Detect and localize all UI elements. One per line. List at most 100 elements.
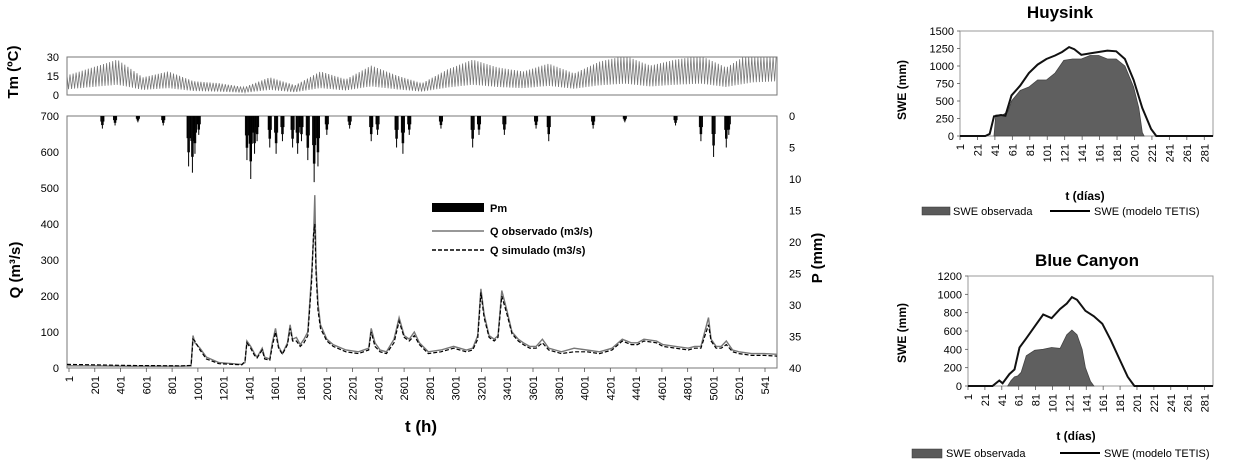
- huysink-ylabel: SWE (mm): [895, 60, 909, 120]
- discharge-xtick-label: 601: [141, 376, 153, 394]
- bluecanyon-ytick-label: 800: [944, 308, 962, 320]
- discharge-ytick-label: 500: [41, 183, 59, 195]
- huysink-swe-observed-area: [993, 55, 1145, 137]
- legend-label-qsim: Q simulado (m3/s): [490, 245, 586, 257]
- bluecanyon-legend-swatch-obs: [911, 448, 943, 459]
- discharge-ytick-label: 100: [41, 327, 59, 339]
- temperature-ylabel: Tm (ºC): [5, 46, 22, 99]
- bluecanyon-plot-frame: [967, 275, 1214, 387]
- temperature-ytick-label: 30: [47, 52, 59, 64]
- precipitation-ytick-label: 0: [789, 111, 795, 123]
- discharge-xtick-label: 2601: [399, 376, 411, 400]
- precipitation-ylabel: P (mm): [809, 233, 826, 284]
- q-simulated-line: [66, 223, 778, 367]
- huysink-xtick-label: 181: [1112, 144, 1124, 162]
- bluecanyon-xtick-label: 41: [997, 394, 1009, 406]
- discharge-xtick-label: 3001: [451, 376, 463, 400]
- huysink-ytick-label: 250: [936, 114, 954, 126]
- precipitation-ytick-label: 35: [789, 332, 801, 344]
- discharge-xtick-label: 201: [90, 376, 102, 394]
- bluecanyon-legend-label-obs: SWE observada: [946, 448, 1026, 460]
- bluecanyon-xtick-label: 21: [980, 394, 992, 406]
- discharge-xtick-label: 1001: [193, 376, 205, 400]
- huysink-xlabel: t (días): [1065, 189, 1104, 203]
- huysink-ytick-label: 750: [936, 79, 954, 91]
- discharge-xtick-label: 5201: [734, 376, 746, 400]
- time-xlabel: t (h): [405, 417, 437, 436]
- discharge-xtick-label: 801: [167, 376, 179, 394]
- huysink-xtick-label: 81: [1025, 144, 1037, 156]
- precipitation-ytick-label: 5: [789, 143, 795, 155]
- precipitation-ytick-label: 10: [789, 174, 801, 186]
- bluecanyon-xtick-label: 261: [1183, 394, 1195, 412]
- discharge-xtick-label: 1801: [296, 376, 308, 400]
- temperature-series-line: [66, 56, 777, 95]
- precipitation-ytick-label: 40: [789, 363, 801, 375]
- legend-label-pm: Pm: [490, 203, 507, 215]
- temperature-panel: 0 15 30 Tm (ºC): [5, 46, 778, 102]
- discharge-xtick-label: 401: [116, 376, 128, 394]
- huysink-xtick-label: 41: [990, 144, 1002, 156]
- bluecanyon-xtick-label: 141: [1081, 394, 1093, 412]
- discharge-ytick-label: 300: [41, 255, 59, 267]
- bluecanyon-xtick-label: 1: [963, 394, 975, 400]
- discharge-ytick-label: 0: [53, 363, 59, 375]
- bluecanyon-xtick-label: 101: [1047, 394, 1059, 412]
- huysink-xtick-label: 1: [955, 144, 967, 150]
- precipitation-ytick-label: 15: [789, 206, 801, 218]
- huysink-legend-swatch-obs: [921, 206, 951, 216]
- discharge-ytick-label: 700: [41, 111, 59, 123]
- discharge-plot-frame: [66, 115, 778, 369]
- huysink-xtick-label: 241: [1164, 144, 1176, 162]
- huysink-xtick-label: 201: [1129, 144, 1141, 162]
- discharge-xtick-label: 541: [760, 376, 772, 394]
- discharge-xtick-label: 2801: [425, 376, 437, 400]
- bluecanyon-xtick-label: 161: [1098, 394, 1110, 412]
- discharge-xtick-label: 3801: [554, 376, 566, 400]
- bluecanyon-legend-label-sim: SWE (modelo TETIS): [1104, 448, 1210, 460]
- precipitation-ytick-label: 30: [789, 300, 801, 312]
- bluecanyon-ytick-label: 600: [944, 326, 962, 338]
- bluecanyon-ytick-label: 1200: [938, 271, 962, 283]
- q-observed-line: [67, 195, 778, 367]
- bluecanyon-swe-simulated-line: [968, 295, 1213, 387]
- discharge-xtick-label: 4001: [580, 376, 592, 400]
- discharge-xtick-label: 4201: [605, 376, 617, 400]
- precipitation-ytick-label: 25: [789, 269, 801, 281]
- huysink-xtick-label: 281: [1199, 144, 1211, 162]
- huysink-xtick-label: 141: [1077, 144, 1089, 162]
- discharge-xtick-label: 4801: [683, 376, 695, 400]
- huysink-xtick-label: 261: [1182, 144, 1194, 162]
- bluecanyon-xtick-label: 121: [1064, 394, 1076, 412]
- huysink-ytick-label: 1250: [930, 44, 954, 56]
- discharge-xtick-label: 2201: [348, 376, 360, 400]
- discharge-xtick-label: 4401: [631, 376, 643, 400]
- discharge-xtick-label: 1201: [219, 376, 231, 400]
- huysink-xtick-label: 121: [1060, 144, 1072, 162]
- huysink-xtick-label: 61: [1007, 144, 1019, 156]
- discharge-xtick-label: 3401: [502, 376, 514, 400]
- discharge-ylabel: Q (m³/s): [7, 242, 24, 299]
- huysink-swe-simulated-line: [960, 45, 1213, 137]
- discharge-ytick-label: 200: [41, 291, 59, 303]
- bluecanyon-ytick-label: 1000: [938, 289, 962, 301]
- discharge-ytick-label: 400: [41, 219, 59, 231]
- discharge-xtick-label: 1: [64, 376, 76, 382]
- bluecanyon-ytick-label: 0: [956, 381, 962, 393]
- bluecanyon-ylabel: SWE (mm): [895, 303, 909, 363]
- huysink-xtick-label: 21: [972, 144, 984, 156]
- discharge-ytick-label: 600: [41, 147, 59, 159]
- bluecanyon-xtick-label: 61: [1014, 394, 1026, 406]
- discharge-xtick-label: 1401: [244, 376, 256, 400]
- bluecanyon-xtick-label: 221: [1149, 394, 1161, 412]
- bluecanyon-xtick-label: 281: [1200, 394, 1212, 412]
- huysink-xtick-label: 221: [1147, 144, 1159, 162]
- precipitation-ytick-label: 20: [789, 237, 801, 249]
- huysink-ytick-label: 500: [936, 96, 954, 108]
- huysink-legend-label-obs: SWE observada: [953, 206, 1033, 218]
- bluecanyon-swe-observed-area: [1006, 329, 1095, 387]
- discharge-xtick-label: 2401: [373, 376, 385, 400]
